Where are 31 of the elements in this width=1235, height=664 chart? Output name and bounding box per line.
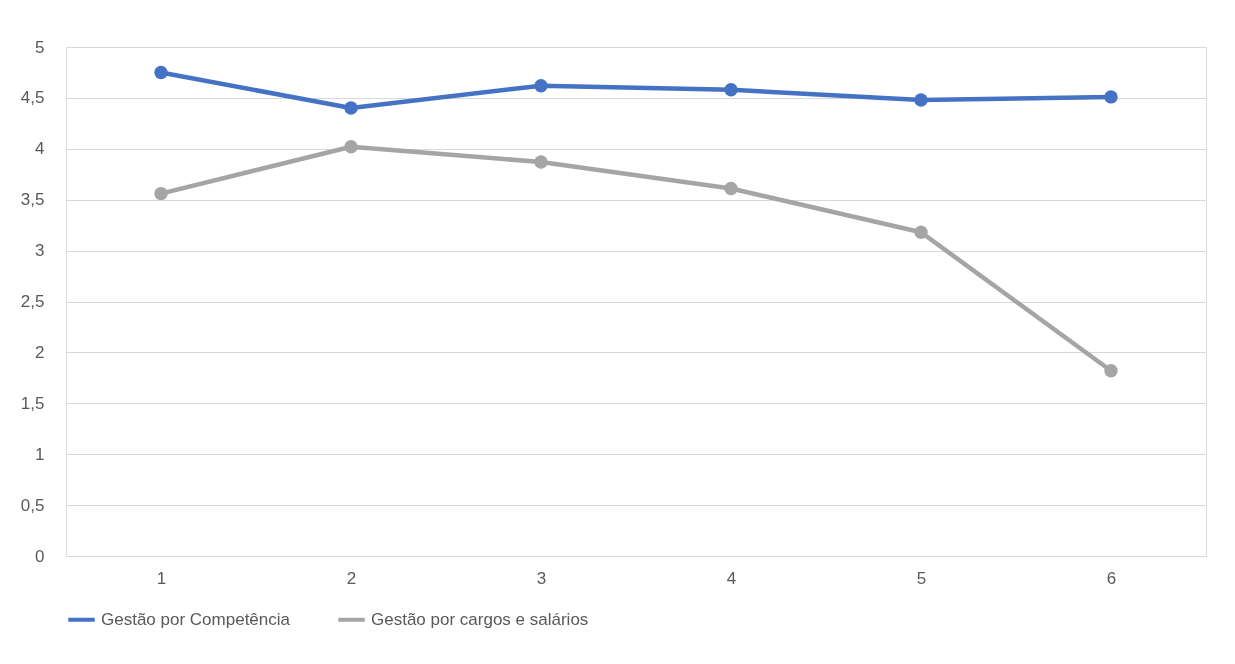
y-tick-label: 4	[35, 139, 45, 159]
point	[1104, 364, 1118, 378]
x-tick-label: 6	[1106, 568, 1117, 588]
x-tick-label: 3	[536, 568, 547, 588]
point	[534, 155, 548, 169]
y-tick-label: 1	[35, 444, 45, 464]
x-tick-label: 1	[156, 568, 167, 588]
y-tick-label: 0,5	[20, 495, 45, 515]
point	[344, 101, 358, 115]
y-tick-label: 2	[35, 342, 45, 362]
y-tick-label: 3	[35, 241, 45, 261]
legend-label: Gestão por Competência	[101, 609, 291, 629]
y-tick-label: 3,5	[20, 190, 45, 210]
y-tick-label: 4,5	[20, 88, 45, 108]
point	[1104, 90, 1118, 104]
point	[914, 93, 928, 107]
x-tick-label: 2	[346, 568, 357, 588]
x-tick-label: 4	[726, 568, 737, 588]
x-tick-label: 5	[916, 568, 927, 588]
point	[914, 225, 928, 239]
point	[154, 186, 168, 201]
point	[724, 83, 738, 97]
point	[154, 65, 168, 80]
point	[344, 140, 358, 154]
y-tick-label: 0	[35, 546, 45, 566]
legend-label: Gestão por cargos e salários	[371, 609, 589, 629]
y-tick-label: 5	[35, 37, 45, 57]
point	[724, 181, 738, 196]
y-tick-label: 1,5	[20, 393, 45, 413]
point	[534, 78, 548, 93]
y-tick-label: 2,5	[20, 292, 45, 311]
